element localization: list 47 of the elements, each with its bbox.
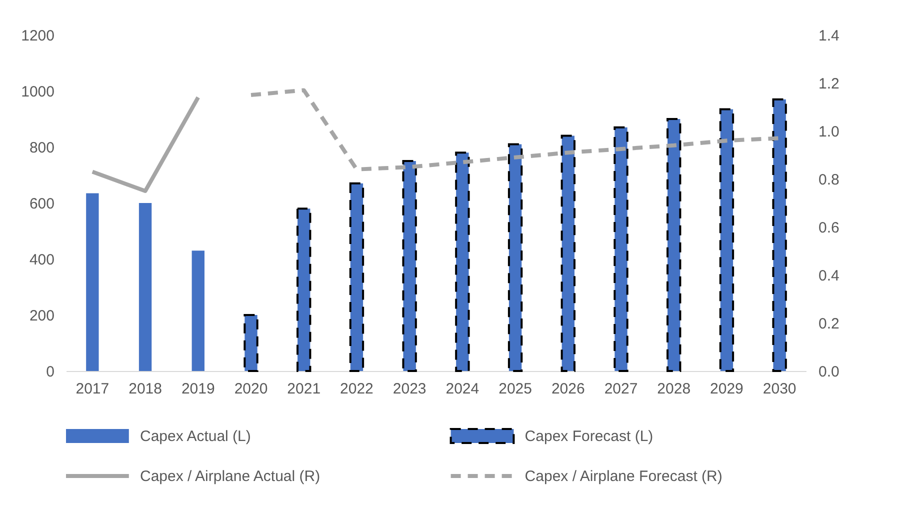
- bar: [455, 152, 470, 372]
- y-tick-label: 1200: [21, 28, 54, 44]
- y2-tick-label: 0.8: [818, 172, 840, 188]
- y2-tick-label: 1.0: [818, 124, 840, 140]
- x-tick-label: 2028: [657, 380, 691, 398]
- x-tick-label: 2023: [392, 380, 426, 398]
- bar: [138, 203, 152, 371]
- bar: [666, 118, 682, 372]
- y-tick-label: 1000: [21, 84, 54, 100]
- legend-label: Capex Forecast (L): [524, 428, 654, 445]
- legend-label: Capex Actual (L): [140, 428, 251, 445]
- y2-tick-label: 0.0: [818, 364, 840, 380]
- bar: [192, 250, 204, 371]
- bar: [349, 182, 364, 372]
- y2-tick-label: 0.6: [818, 220, 840, 236]
- bar: [772, 98, 787, 372]
- legend-label: Capex / Airplane Actual (R): [140, 468, 320, 485]
- bar: [560, 134, 576, 372]
- x-tick-label: 2018: [128, 380, 162, 398]
- x-tick-label: 2027: [604, 380, 638, 398]
- y2-tick-label: 1.2: [818, 76, 840, 92]
- bar: [719, 108, 734, 372]
- bar: [614, 126, 628, 372]
- legend-label: Capex / Airplane Forecast (R): [524, 468, 722, 485]
- bar: [86, 193, 99, 371]
- y-tick-label: 200: [29, 308, 54, 324]
- x-tick-label: 2024: [446, 380, 480, 398]
- bar: [508, 143, 523, 372]
- x-tick-label: 2019: [181, 380, 215, 398]
- y2-tick-label: 1.4: [818, 28, 840, 44]
- x-tick-label: 2029: [710, 380, 744, 398]
- y-tick-label: 0: [46, 364, 54, 380]
- x-tick-label: 2017: [76, 380, 110, 398]
- y-tick-label: 400: [29, 252, 54, 268]
- x-tick-label: 2020: [234, 380, 268, 398]
- bar: [244, 314, 258, 372]
- x-tick-label: 2030: [762, 380, 796, 398]
- x-tick-label: 2025: [498, 380, 532, 398]
- y-tick-label: 600: [29, 196, 54, 212]
- y-tick-label: 800: [29, 140, 54, 156]
- bar: [402, 160, 417, 372]
- x-tick-label: 2026: [551, 380, 585, 398]
- x-tick-label: 2021: [287, 380, 321, 398]
- x-tick-label: 2022: [340, 380, 374, 398]
- y2-tick-label: 0.4: [818, 268, 840, 284]
- bar: [296, 208, 312, 372]
- y2-tick-label: 0.2: [818, 316, 840, 332]
